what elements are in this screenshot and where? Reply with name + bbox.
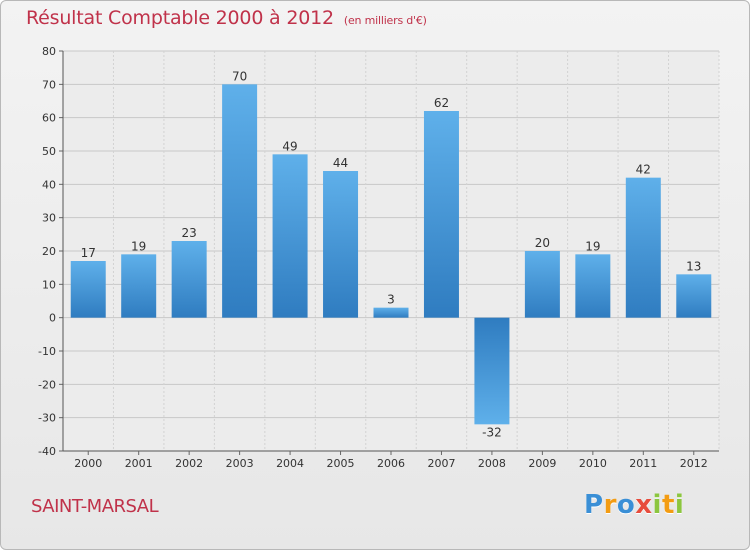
logo-letter: P (584, 490, 604, 520)
y-tick-label: -10 (38, 345, 56, 358)
x-tick-label: 2009 (528, 457, 556, 470)
x-tick-label: 2007 (427, 457, 455, 470)
y-tick-label: 10 (42, 278, 56, 291)
logo-letter: t (661, 490, 675, 520)
bar-2001 (121, 254, 157, 318)
bar-value-label: 62 (434, 96, 449, 110)
y-tick-label: -20 (38, 378, 56, 391)
bar-value-label: 3 (387, 293, 395, 307)
x-tick-label: 2006 (377, 457, 405, 470)
place-name: SAINT-MARSAL (31, 496, 159, 517)
x-tick-label: 2005 (327, 457, 355, 470)
bar-2010 (575, 254, 611, 318)
y-tick-label: -40 (38, 445, 56, 458)
x-tick-label: 2001 (125, 457, 153, 470)
bar-2003 (222, 84, 258, 318)
bar-value-label: 70 (232, 69, 247, 83)
y-tick-label: 70 (42, 78, 56, 91)
bar-2007 (423, 111, 459, 318)
bar-2012 (676, 274, 712, 318)
bar-2004 (272, 154, 308, 318)
bar-2008 (474, 317, 510, 425)
x-tick-label: 2003 (226, 457, 254, 470)
chart-title: Résultat Comptable 2000 à 2012 (en millie… (26, 7, 427, 29)
y-tick-label: 20 (42, 245, 56, 258)
bar-2011 (625, 177, 661, 318)
bar-2002 (171, 241, 207, 318)
bar-2005 (323, 171, 359, 318)
y-tick-label: 50 (42, 145, 56, 158)
x-tick-label: 2000 (74, 457, 102, 470)
y-tick-label: 30 (42, 212, 56, 225)
bar-value-label: 49 (282, 139, 297, 153)
bar-value-label: 42 (636, 163, 651, 177)
proxiti-logo[interactable]: Proxiti (584, 490, 684, 520)
x-tick-label: 2002 (175, 457, 203, 470)
logo-letter: i (674, 490, 685, 520)
logo-letter: i (652, 490, 662, 520)
logo-letter: o (616, 490, 636, 520)
x-tick-label: 2011 (629, 457, 657, 470)
bar-value-label: 13 (686, 259, 701, 273)
logo-letter: r (603, 490, 617, 520)
bar-value-label: 17 (81, 246, 96, 260)
y-tick-label: 80 (42, 45, 56, 58)
x-tick-label: 2004 (276, 457, 304, 470)
x-tick-label: 2010 (579, 457, 607, 470)
bar-value-label: 19 (131, 239, 146, 253)
chart-title-unit: (en milliers d'€) (343, 14, 427, 27)
bar-value-label: 20 (535, 236, 550, 250)
bar-value-label: 19 (585, 239, 600, 253)
bar-2009 (524, 251, 560, 318)
y-tick-label: 60 (42, 112, 56, 125)
y-tick-label: 40 (42, 178, 56, 191)
y-tick-label: 0 (49, 312, 56, 325)
chart-title-main: Résultat Comptable 2000 à 2012 (26, 7, 334, 29)
y-tick-label: -30 (38, 412, 56, 425)
bar-2006 (373, 307, 409, 318)
logo-letter: x (635, 490, 653, 520)
bar-value-label: -32 (482, 425, 502, 439)
bar-2000 (70, 261, 106, 318)
bar-value-label: 44 (333, 156, 348, 170)
x-tick-label: 2008 (478, 457, 506, 470)
bar-value-label: 23 (182, 226, 197, 240)
x-tick-label: 2012 (680, 457, 708, 470)
